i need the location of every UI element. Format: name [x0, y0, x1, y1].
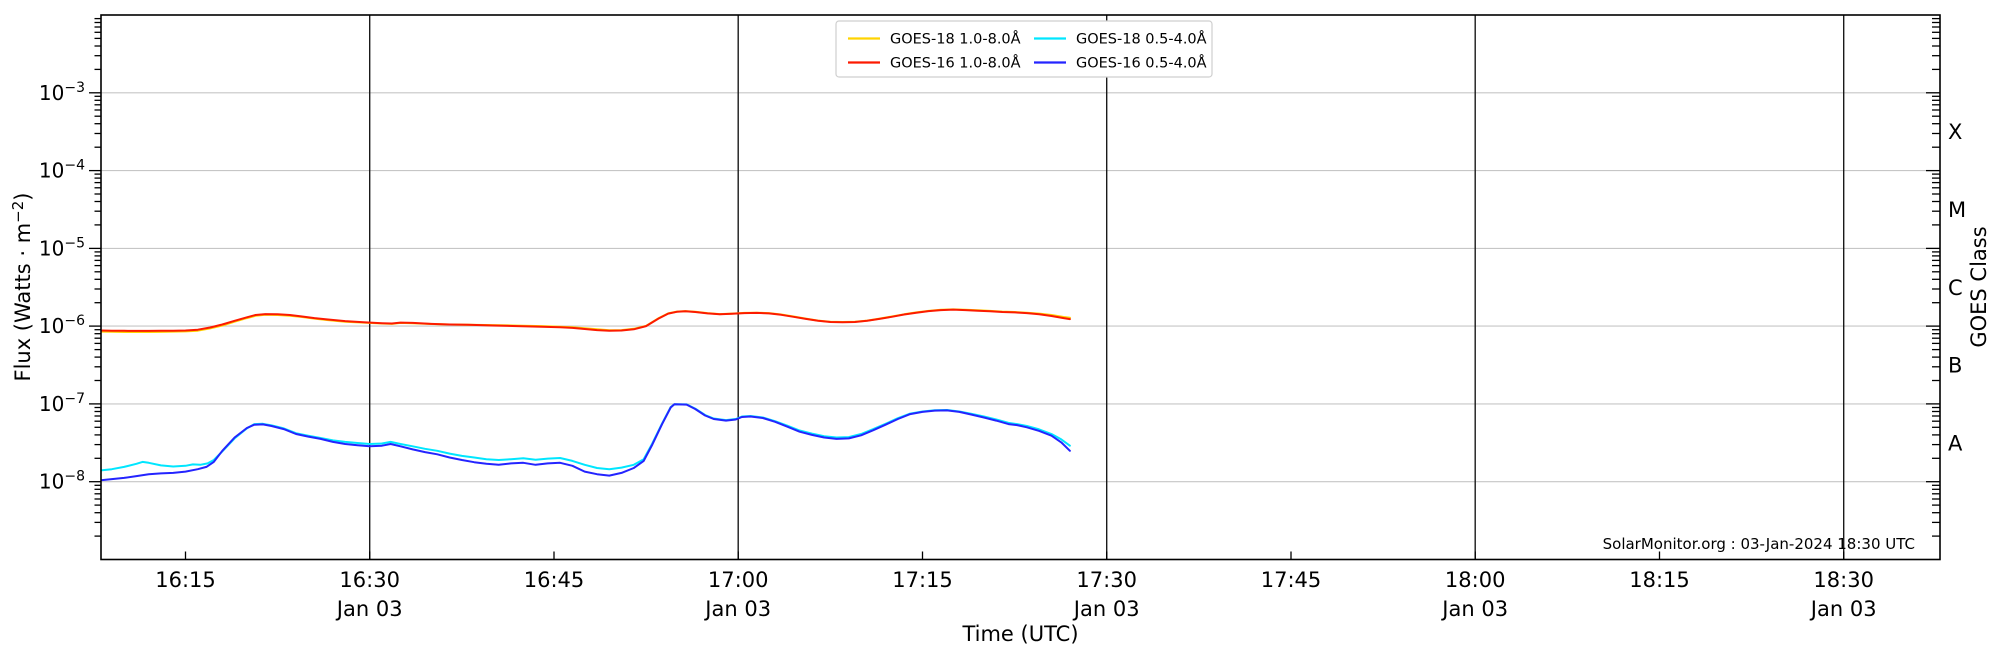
- legend-label: GOES-16 1.0-8.0Å: [890, 55, 1021, 72]
- y-tick-label: 10−3: [39, 80, 85, 105]
- goes-class-letters: X M C B A: [1948, 120, 1966, 455]
- legend-label: GOES-16 0.5-4.0Å: [1076, 55, 1207, 72]
- legend-entry: GOES-16 1.0-8.0Å: [848, 55, 1021, 72]
- axis-ticks: [89, 17, 1940, 560]
- legend-entry: GOES-18 0.5-4.0Å: [1034, 31, 1207, 48]
- x-tick-label: 17:45: [1261, 568, 1322, 592]
- x-tick-date-label: Jan 03: [1440, 597, 1508, 621]
- y-axis-title: Flux (Watts · m−2): [9, 192, 35, 381]
- plot-border: [100, 14, 1941, 561]
- goes-class-letter: C: [1948, 276, 1963, 300]
- y-tick-label: 10−8: [39, 469, 85, 494]
- series-group: [101, 308, 1071, 482]
- legend-label: GOES-18 0.5-4.0Å: [1076, 31, 1207, 48]
- goes-class-letter: B: [1948, 354, 1962, 378]
- series-goes16_long-line: [101, 308, 1071, 332]
- x-tick-label: 17:00: [708, 568, 769, 592]
- x-tick-label: 17:15: [892, 568, 953, 592]
- legend-entry: GOES-16 0.5-4.0Å: [1034, 55, 1207, 72]
- legend-label: GOES-18 1.0-8.0Å: [890, 31, 1021, 48]
- x-tick-label: 16:15: [155, 568, 216, 592]
- y-gridlines: [101, 92, 1940, 483]
- x-axis-title: Time (UTC): [961, 622, 1078, 646]
- x-tick-label: 18:30: [1813, 568, 1874, 592]
- series-goes16_short-line: [101, 403, 1071, 482]
- legend-box: [835, 20, 1213, 78]
- x-tick-date-label: Jan 03: [703, 597, 771, 621]
- y-tick-label: 10−6: [39, 313, 85, 338]
- y-tick-label: 10−7: [39, 391, 85, 416]
- legend: GOES-18 1.0-8.0Å GOES-16 1.0-8.0Å GOES-18 …: [835, 20, 1213, 78]
- x-tick-labels: 16:15 16:30 Jan 03 16:45 17:00 Jan 03 17:15 17:…: [155, 568, 1876, 621]
- x-tick-date-label: Jan 03: [1072, 597, 1140, 621]
- x-tick-label: 16:45: [524, 568, 585, 592]
- x-tick-date-label: Jan 03: [1809, 597, 1877, 621]
- legend-entry: GOES-18 1.0-8.0Å: [848, 31, 1021, 48]
- x-tick-label: 18:15: [1629, 568, 1690, 592]
- right-axis-title: GOES Class: [1967, 226, 1991, 347]
- y-tick-labels: 10−3 10−4 10−5 10−6 10−7 10−8: [39, 80, 85, 494]
- goes-class-letter: X: [1948, 120, 1962, 144]
- goes-class-letter: M: [1948, 198, 1966, 222]
- x-tick-label: 18:00: [1445, 568, 1506, 592]
- goes-class-letter: A: [1948, 431, 1963, 455]
- x-tick-date-label: Jan 03: [335, 597, 403, 621]
- x-gridlines: [369, 15, 1845, 560]
- x-tick-label: 17:30: [1076, 568, 1137, 592]
- y-tick-label: 10−5: [39, 235, 85, 260]
- y-tick-label: 10−4: [39, 158, 85, 183]
- solarmonitor-credit: SolarMonitor.org : 03-Jan-2024 18:30 UTC: [1602, 535, 1915, 553]
- x-tick-label: 16:30: [339, 568, 400, 592]
